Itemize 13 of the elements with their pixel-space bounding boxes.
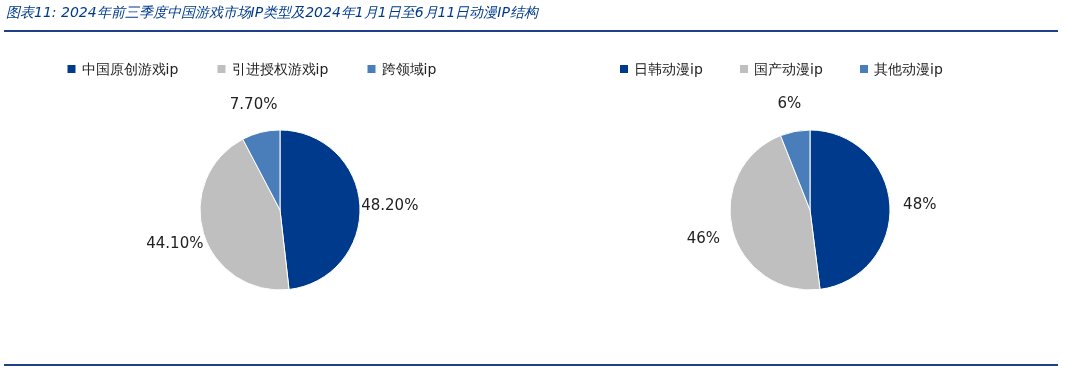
data-label: 7.70% bbox=[229, 95, 278, 114]
legend-label: 中国原创游戏ip bbox=[81, 61, 179, 77]
legend-label: 其他动漫ip bbox=[874, 61, 943, 77]
data-label: 46% bbox=[686, 229, 721, 248]
legend-label: 跨领域ip bbox=[381, 61, 437, 77]
data-label: 44.10% bbox=[146, 234, 204, 253]
chart-title: 图表11: 2024年前三季度中国游戏市场IP类型及2024年1月1日至6月11日动漫IP结构 bbox=[6, 4, 538, 22]
data-label: 48.20% bbox=[361, 195, 419, 214]
legend-label: 引进授权游戏ip bbox=[231, 61, 329, 77]
data-label: 6% bbox=[777, 93, 802, 112]
legend-label: 日韩动漫ip bbox=[634, 61, 703, 77]
legend-label: 国产动漫ip bbox=[754, 61, 823, 77]
data-label: 48% bbox=[903, 195, 937, 214]
